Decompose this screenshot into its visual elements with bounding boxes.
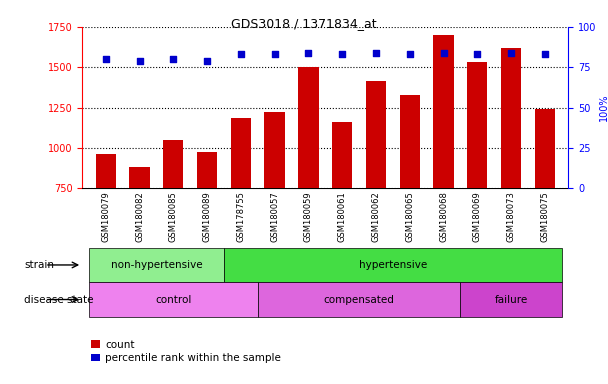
- Bar: [197, 152, 217, 188]
- Point: [540, 51, 550, 57]
- Point: [506, 50, 516, 56]
- Point: [438, 50, 448, 56]
- Point: [337, 51, 347, 57]
- Point: [270, 51, 280, 57]
- Bar: [95, 154, 116, 188]
- Point: [405, 51, 415, 57]
- Text: GSM180062: GSM180062: [371, 191, 381, 242]
- Point: [101, 56, 111, 62]
- Point: [472, 51, 482, 57]
- Text: hypertensive: hypertensive: [359, 260, 427, 270]
- Text: failure: failure: [494, 295, 528, 305]
- Point: [134, 58, 144, 64]
- Bar: [264, 112, 285, 188]
- Point: [168, 56, 178, 62]
- Text: GSM180061: GSM180061: [337, 191, 347, 242]
- Bar: [501, 48, 521, 188]
- Text: non-hypertensive: non-hypertensive: [111, 260, 202, 270]
- Bar: [163, 140, 184, 188]
- Text: GSM180065: GSM180065: [405, 191, 414, 242]
- Bar: [434, 35, 454, 188]
- Legend: count, percentile rank within the sample: count, percentile rank within the sample: [88, 336, 285, 367]
- Point: [236, 51, 246, 57]
- Text: GSM180059: GSM180059: [304, 191, 313, 242]
- Text: GSM180082: GSM180082: [135, 191, 144, 242]
- Bar: [399, 94, 420, 188]
- Text: compensated: compensated: [323, 295, 395, 305]
- Text: disease state: disease state: [24, 295, 94, 305]
- Point: [303, 50, 313, 56]
- Y-axis label: 100%: 100%: [599, 94, 608, 121]
- Bar: [299, 67, 319, 188]
- Bar: [332, 122, 352, 188]
- Point: [371, 50, 381, 56]
- Text: GSM180089: GSM180089: [202, 191, 212, 242]
- Bar: [89, 248, 224, 282]
- Text: control: control: [155, 295, 192, 305]
- Text: GDS3018 / 1371834_at: GDS3018 / 1371834_at: [231, 17, 377, 30]
- Point: [202, 58, 212, 64]
- Text: GSM180079: GSM180079: [101, 191, 110, 242]
- Bar: [89, 282, 258, 317]
- Bar: [258, 282, 460, 317]
- Text: GSM180068: GSM180068: [439, 191, 448, 242]
- Text: GSM180073: GSM180073: [506, 191, 516, 242]
- Bar: [534, 109, 555, 188]
- Text: GSM180069: GSM180069: [473, 191, 482, 242]
- Bar: [130, 167, 150, 188]
- Bar: [366, 81, 386, 188]
- Bar: [460, 282, 562, 317]
- Text: GSM180057: GSM180057: [270, 191, 279, 242]
- Bar: [467, 62, 488, 188]
- Text: GSM180075: GSM180075: [541, 191, 550, 242]
- Text: GSM180085: GSM180085: [169, 191, 178, 242]
- Bar: [224, 248, 562, 282]
- Text: GSM178755: GSM178755: [237, 191, 246, 242]
- Text: strain: strain: [24, 260, 54, 270]
- Bar: [230, 118, 251, 188]
